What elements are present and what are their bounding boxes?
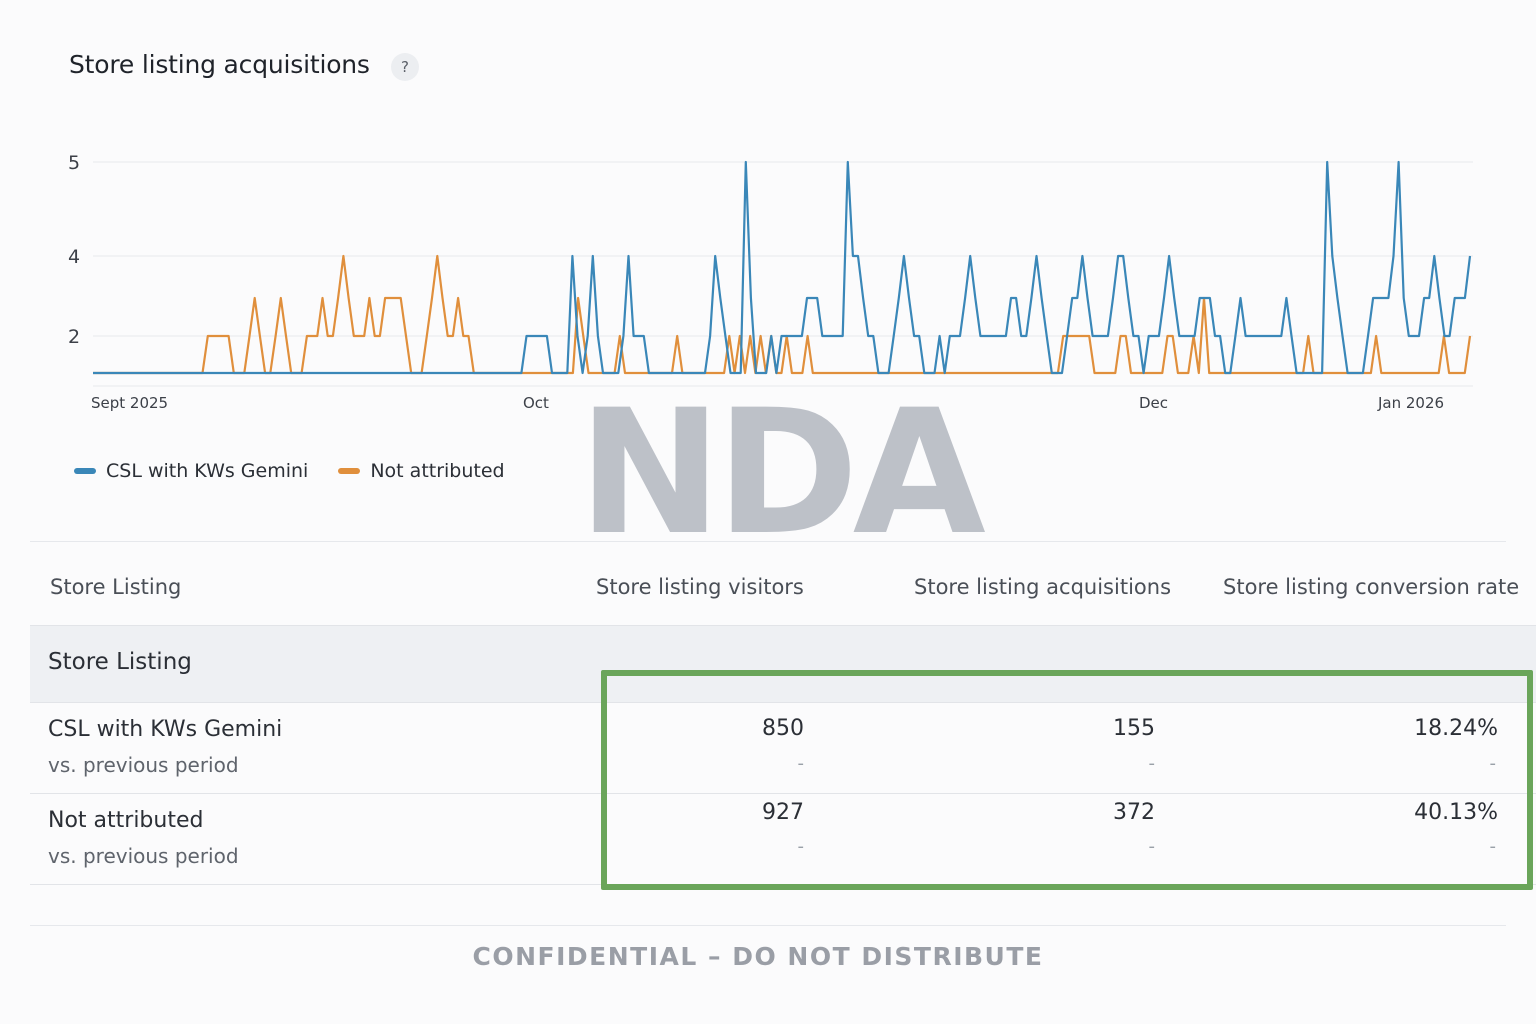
row-name: CSL with KWs Gemini: [48, 717, 283, 742]
visitors-compare: -: [797, 753, 805, 774]
row-name: Not attributed: [48, 808, 204, 833]
header-visitors[interactable]: Store listing visitors: [596, 575, 804, 599]
x-tick-label: Sept 2025: [91, 394, 168, 412]
legend-item-not-attributed[interactable]: Not attributed: [338, 460, 505, 482]
series-line-csl: [93, 160, 1472, 375]
conversion-value: 40.13%: [1414, 800, 1498, 825]
legend-swatch-csl: [74, 468, 96, 474]
confidential-notice: CONFIDENTIAL – DO NOT DISTRIBUTE: [472, 942, 1044, 971]
y-tick-label: 4: [68, 246, 80, 268]
x-tick-label: Jan 2026: [1377, 394, 1444, 412]
visitors-value: 927: [762, 800, 804, 825]
acquisitions-value: 372: [1113, 800, 1155, 825]
help-icon[interactable]: ?: [391, 53, 419, 81]
conversion-compare: -: [1489, 753, 1497, 774]
acquisitions-value: 155: [1113, 716, 1155, 741]
table-row[interactable]: CSL with KWs Gemini vs. previous period …: [30, 703, 1536, 794]
acquisitions-compare: -: [1148, 836, 1156, 857]
page-title: Store listing acquisitions: [69, 50, 370, 79]
series-line-not-attributed: [93, 254, 1472, 375]
chart-legend: CSL with KWs Gemini Not attributed: [74, 460, 505, 482]
x-tick-label: Oct: [523, 394, 549, 412]
conversion-compare: -: [1489, 836, 1497, 857]
visitors-compare: -: [797, 836, 805, 857]
legend-item-csl[interactable]: CSL with KWs Gemini: [74, 460, 308, 482]
row-compare-label: vs. previous period: [48, 844, 239, 868]
footer-divider: [30, 925, 1506, 926]
table-header: Store Listing Store listing visitors Sto…: [30, 560, 1536, 624]
table-group-row: Store Listing: [30, 625, 1536, 703]
section-divider: [30, 541, 1506, 542]
legend-label-not-attributed: Not attributed: [370, 460, 505, 482]
x-tick-label: Dec: [1139, 394, 1168, 412]
header-conversion-rate[interactable]: Store listing conversion rate: [1223, 575, 1520, 599]
acquisitions-compare: -: [1148, 753, 1156, 774]
header-store-listing[interactable]: Store Listing: [50, 575, 182, 599]
conversion-value: 18.24%: [1414, 716, 1498, 741]
header-acquisitions[interactable]: Store listing acquisitions: [914, 575, 1172, 599]
y-tick-label: 5: [68, 152, 80, 174]
group-label: Store Listing: [48, 649, 192, 675]
row-compare-label: vs. previous period: [48, 753, 239, 777]
y-tick-label: 2: [68, 326, 80, 348]
legend-swatch-not-attributed: [338, 468, 361, 474]
table-row[interactable]: Not attributed vs. previous period 927 -…: [30, 794, 1536, 885]
line-chart: 5 4 2 Sept 2025 Oct Dec Jan 2026: [68, 152, 1473, 412]
visitors-value: 850: [762, 716, 804, 741]
legend-label-csl: CSL with KWs Gemini: [106, 460, 309, 482]
